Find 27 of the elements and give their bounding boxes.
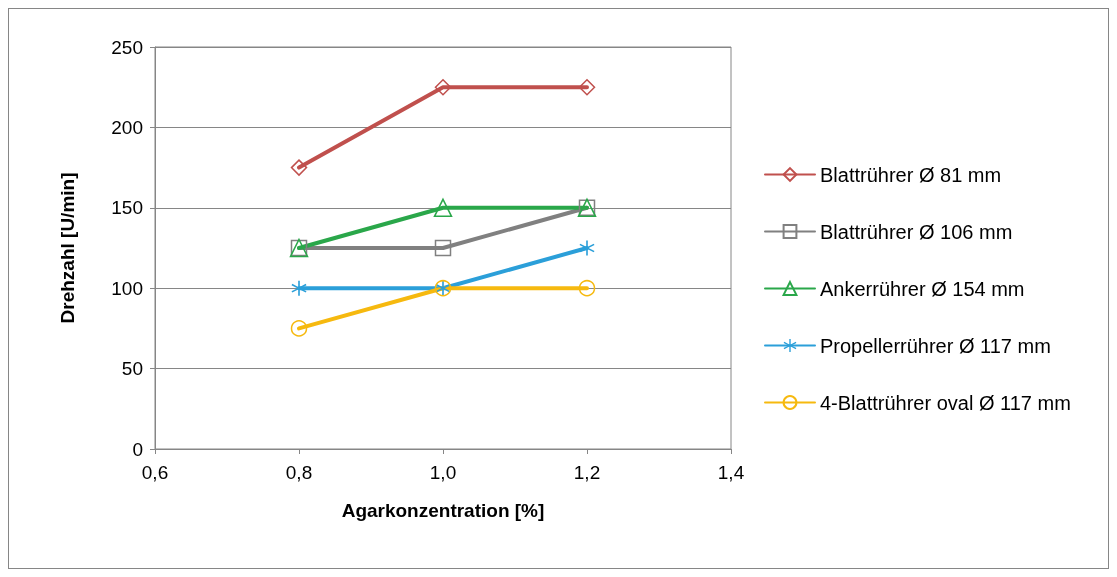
y-tick-label: 0 <box>132 438 143 460</box>
y-axis-title: Drehzahl [U/min] <box>57 172 78 324</box>
x-tick-label: 0,8 <box>285 462 313 483</box>
point <box>434 78 452 96</box>
legend-label: Blattrührer Ø 106 mm <box>820 220 1013 243</box>
x-tick-label: 1,2 <box>573 462 601 483</box>
legend-label: Blattrührer Ø 81 mm <box>820 163 1002 186</box>
y-tick-label: 200 <box>111 116 143 138</box>
point <box>434 239 452 257</box>
y-tick-label: 150 <box>111 197 143 219</box>
point <box>578 78 596 96</box>
point <box>579 240 595 256</box>
y-tick-label: 50 <box>121 358 143 380</box>
legend-label: Ankerrührer Ø 154 mm <box>820 277 1025 300</box>
point <box>433 198 453 218</box>
legend-label: Propellerrührer Ø 117 mm <box>820 334 1051 357</box>
y-tick-label: 250 <box>111 36 143 58</box>
x-tick-label: 1,0 <box>429 462 457 483</box>
legend-label: 4-Blattrührer oval Ø 117 mm <box>820 391 1071 414</box>
point <box>290 320 308 337</box>
point <box>578 279 596 297</box>
x-tick-label: 0,6 <box>141 462 169 483</box>
x-axis-title: Agarkonzentration [%] <box>341 500 545 521</box>
x-tick-label: 1,4 <box>717 462 745 483</box>
y-tick-label: 100 <box>111 277 143 299</box>
point <box>290 159 308 176</box>
point <box>291 280 307 296</box>
